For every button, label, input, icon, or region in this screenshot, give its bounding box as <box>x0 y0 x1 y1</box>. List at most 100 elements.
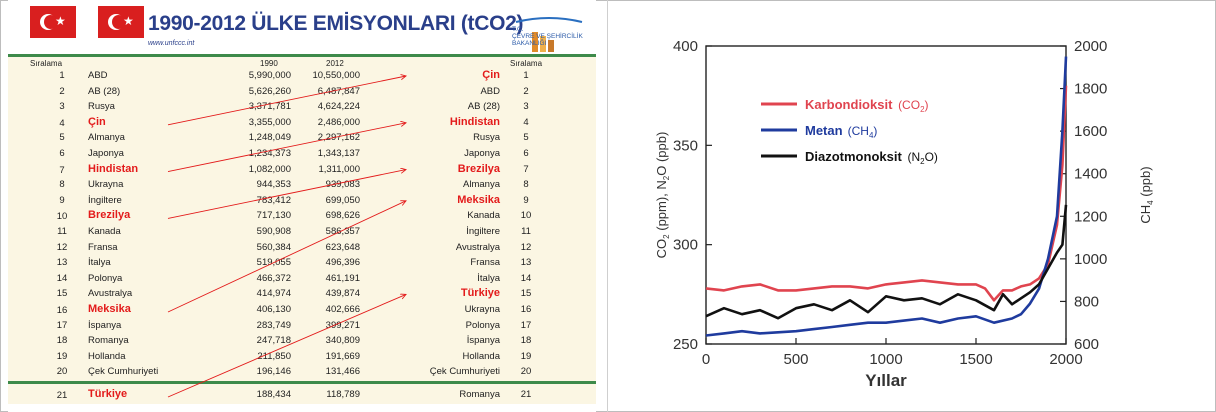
country-2012: Türkiye <box>460 287 500 300</box>
ministry-logo: T.C. ÇEVRE VE ŞEHİRCİLİK BAKANLIĞI <box>504 2 594 52</box>
rank-left: 17 <box>56 319 68 331</box>
series-line-karbondioksit <box>705 85 1068 302</box>
value-2012: 496,396 <box>325 257 360 269</box>
rank-right: 12 <box>520 241 532 253</box>
y-right-tick-label: 1200 <box>1074 208 1107 225</box>
country-1990: Almanya <box>88 132 125 144</box>
country-1990: Brezilya <box>88 209 131 222</box>
country-2012: Japonya <box>464 148 500 159</box>
rank-left: 8 <box>59 179 65 191</box>
value-1990: 1,248,049 <box>248 132 291 144</box>
y-right-tick-label: 800 <box>1074 293 1099 310</box>
country-2012: Polonya <box>465 319 500 331</box>
value-2012: 402,666 <box>325 304 360 315</box>
x-tick-label: 1000 <box>869 351 902 368</box>
rank-right: 14 <box>520 272 532 284</box>
value-1990: 717,130 <box>256 210 291 222</box>
value-1990: 406,130 <box>256 304 291 315</box>
turkish-flag-icon: ★ <box>30 6 76 38</box>
country-1990: Çek Cumhuriyeti <box>88 366 159 378</box>
rank-right: 18 <box>520 335 532 347</box>
y-left-tick-label: 300 <box>673 237 698 254</box>
y-right-tick-label: 1400 <box>1074 166 1107 183</box>
value-1990: 414,974 <box>256 288 291 300</box>
country-1990: Rusya <box>88 101 115 113</box>
country-2012: Çin <box>482 69 500 81</box>
y-left-tick-label: 250 <box>673 336 698 353</box>
value-1990: 519,055 <box>256 257 291 269</box>
rank-left: 3 <box>59 101 65 113</box>
rank-left: 16 <box>56 305 68 316</box>
rank-right: 21 <box>520 389 532 400</box>
value-2012: 399,271 <box>325 319 360 331</box>
rank-left: 2 <box>59 85 65 97</box>
country-1990: Romanya <box>88 335 129 347</box>
legend-label: Diazotmonoksit <box>805 149 902 164</box>
legend-formula: (CH4) <box>848 124 878 140</box>
emissions-slide: ★ ★ 1990-2012 ÜLKE EMİSYONLARI (tCO2) ww… <box>8 0 596 412</box>
y-right-tick-label: 1800 <box>1074 81 1107 98</box>
value-1990: 5,990,000 <box>248 70 291 81</box>
value-2012: 1,343,137 <box>317 148 360 159</box>
value-2012: 10,550,000 <box>312 70 360 81</box>
value-1990: 188,434 <box>256 389 291 400</box>
series-line-diazotmonoksit <box>705 204 1068 320</box>
logo-line-1: T.C. <box>512 26 524 33</box>
rank-left: 13 <box>56 257 68 269</box>
rank-left: 12 <box>56 241 68 253</box>
country-2012: İtalya <box>477 272 500 284</box>
country-1990: Avustralya <box>88 288 133 300</box>
value-2012: 939,083 <box>325 179 360 191</box>
rank-left: 20 <box>56 366 68 378</box>
country-2012: Hollanda <box>462 350 501 362</box>
country-1990: Kanada <box>88 226 121 237</box>
country-1990: İngiltere <box>88 194 122 206</box>
country-1990: Hollanda <box>88 350 126 362</box>
logo-line-2: ÇEVRE VE ŞEHİRCİLİK <box>512 33 583 40</box>
header-rank-right: Sıralama <box>510 59 543 68</box>
value-1990: 1,234,373 <box>248 148 291 159</box>
y-left-tick-label: 350 <box>673 137 698 154</box>
x-tick-label: 500 <box>783 351 808 368</box>
value-1990: 1,082,000 <box>248 163 291 175</box>
country-2012: Brezilya <box>457 162 500 175</box>
legend-formula: (N2O) <box>907 150 937 166</box>
value-1990: 196,146 <box>256 366 291 378</box>
header-year-2012: 2012 <box>326 59 344 68</box>
country-1990: Hindistan <box>88 162 139 175</box>
rank-right: 15 <box>520 288 532 300</box>
country-2012: Fransa <box>470 257 500 269</box>
rank-left: 7 <box>59 164 65 176</box>
slide-title: 1990-2012 ÜLKE EMİSYONLARI (tCO2) <box>148 12 524 35</box>
rank-right: 20 <box>520 366 532 378</box>
rank-left: 14 <box>56 272 68 284</box>
y-right-tick-label: 600 <box>1074 336 1099 353</box>
country-1990: Ukrayna <box>88 179 124 191</box>
rank-right: 13 <box>520 257 532 269</box>
value-2012: 2,297,162 <box>317 132 360 144</box>
country-1990: Türkiye <box>88 388 128 400</box>
value-2012: 623,648 <box>325 241 360 253</box>
value-2012: 131,466 <box>325 366 360 378</box>
rank-right: 4 <box>523 116 529 128</box>
value-2012: 1,311,000 <box>318 163 360 175</box>
rank-left: 21 <box>56 390 68 401</box>
rank-right: 19 <box>520 350 532 362</box>
value-1990: 3,355,000 <box>248 116 291 128</box>
source-url: www.unfccc.int <box>148 40 195 47</box>
value-2012: 586,357 <box>325 226 360 237</box>
value-1990: 560,384 <box>256 241 291 253</box>
country-2012: AB (28) <box>467 101 500 113</box>
value-1990: 247,718 <box>256 335 291 347</box>
value-2012: 4,624,224 <box>317 101 360 113</box>
value-1990: 590,908 <box>256 226 291 237</box>
country-1990: ABD <box>88 70 108 81</box>
rank-right: 2 <box>523 85 529 97</box>
y-right-axis-label: CH4 (ppb) <box>1138 166 1155 223</box>
rank-right: 6 <box>523 148 529 159</box>
country-1990: Polonya <box>88 272 123 284</box>
header-rank-left: Sıralama <box>30 59 63 68</box>
rank-left: 4 <box>59 117 65 129</box>
rank-left: 6 <box>59 148 65 159</box>
value-1990: 466,372 <box>256 272 291 284</box>
